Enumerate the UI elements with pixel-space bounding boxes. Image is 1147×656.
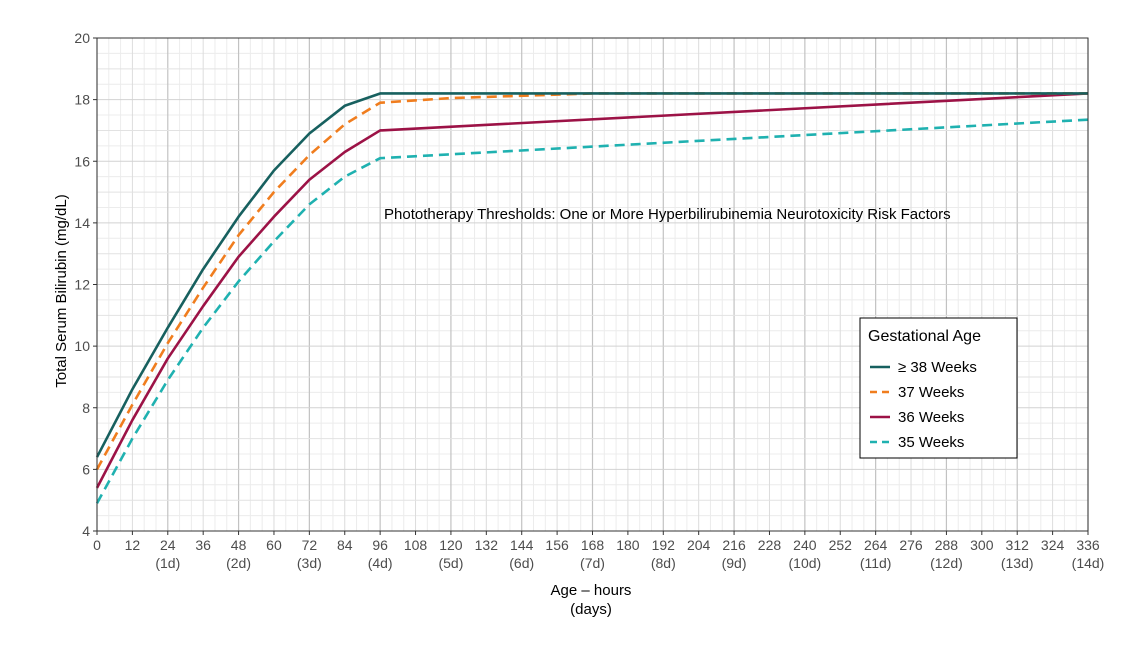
x-day-label: (14d) bbox=[1072, 555, 1105, 571]
x-tick-label: 324 bbox=[1041, 537, 1065, 553]
x-tick-label: 72 bbox=[302, 537, 318, 553]
x-tick-label: 336 bbox=[1076, 537, 1100, 553]
x-tick-label: 240 bbox=[793, 537, 817, 553]
y-tick-label: 10 bbox=[74, 338, 90, 354]
x-tick-label: 24 bbox=[160, 537, 176, 553]
x-tick-label: 96 bbox=[372, 537, 388, 553]
x-day-label: (1d) bbox=[155, 555, 180, 571]
x-tick-label: 204 bbox=[687, 537, 711, 553]
legend-title: Gestational Age bbox=[868, 328, 981, 345]
series-line-0 bbox=[95, 92, 1088, 458]
x-tick-label: 156 bbox=[545, 537, 569, 553]
x-tick-label: 0 bbox=[93, 537, 101, 553]
x-tick-label: 108 bbox=[404, 537, 428, 553]
x-tick-label: 252 bbox=[829, 537, 853, 553]
x-tick-label: 276 bbox=[899, 537, 923, 553]
x-day-label: (10d) bbox=[789, 555, 822, 571]
legend: Gestational Age ≥ 38 Weeks 37 Weeks 36 W… bbox=[859, 317, 1018, 459]
y-tick-label: 14 bbox=[74, 215, 90, 231]
y-tick-label: 20 bbox=[74, 30, 90, 46]
x-tick-label: 168 bbox=[581, 537, 605, 553]
x-tick-label: 48 bbox=[231, 537, 247, 553]
y-tick-label: 4 bbox=[82, 523, 90, 539]
x-tick-label: 300 bbox=[970, 537, 994, 553]
series-line-1 bbox=[95, 92, 1088, 471]
y-tick-label: 8 bbox=[82, 400, 90, 416]
x-tick-label: 192 bbox=[652, 537, 676, 553]
x-tick-label: 60 bbox=[266, 537, 282, 553]
x-tick-label: 12 bbox=[125, 537, 141, 553]
series-lines bbox=[95, 92, 1089, 504]
x-axis-subtitle: (days) bbox=[570, 601, 612, 618]
x-axis-title: Age – hours bbox=[551, 582, 632, 599]
y-tick-label: 18 bbox=[74, 92, 90, 108]
y-tick-label: 6 bbox=[82, 461, 90, 477]
x-tick-label: 288 bbox=[935, 537, 959, 553]
x-day-label: (9d) bbox=[722, 555, 747, 571]
legend-label: ≥ 38 Weeks bbox=[898, 359, 977, 376]
x-tick-label: 264 bbox=[864, 537, 888, 553]
x-day-label: (2d) bbox=[226, 555, 251, 571]
x-tick-label: 312 bbox=[1006, 537, 1030, 553]
x-day-label: (7d) bbox=[580, 555, 605, 571]
y-axis: 4 6 8 10 12 14 16 18 20 bbox=[74, 30, 97, 539]
y-tick-label: 16 bbox=[74, 153, 90, 169]
legend-label: 37 Weeks bbox=[898, 384, 964, 401]
legend-box bbox=[859, 317, 1018, 459]
y-tick-label: 12 bbox=[74, 277, 90, 293]
y-axis-title: Total Serum Bilirubin (mg/dL) bbox=[53, 194, 70, 387]
chart-annotation: Phototherapy Thresholds: One or More Hyp… bbox=[384, 206, 951, 223]
x-tick-label: 132 bbox=[475, 537, 499, 553]
x-day-label: (5d) bbox=[438, 555, 463, 571]
x-day-label: (12d) bbox=[930, 555, 963, 571]
x-tick-label: 120 bbox=[439, 537, 463, 553]
x-tick-label: 144 bbox=[510, 537, 534, 553]
x-day-label: (11d) bbox=[860, 555, 892, 571]
x-day-label: (6d) bbox=[509, 555, 534, 571]
x-tick-label: 228 bbox=[758, 537, 782, 553]
x-day-label: (8d) bbox=[651, 555, 676, 571]
x-day-label: (3d) bbox=[297, 555, 322, 571]
x-tick-label: 36 bbox=[195, 537, 211, 553]
x-axis: 0 12 24 36 48 60 72 84 96 108 120 132 144 156 168 180 19… bbox=[93, 531, 1104, 571]
legend-label: 35 Weeks bbox=[898, 434, 964, 451]
x-day-label: (13d) bbox=[1001, 555, 1034, 571]
series-line-3 bbox=[95, 118, 1089, 504]
x-tick-label: 180 bbox=[616, 537, 640, 553]
series-line-2 bbox=[95, 92, 1089, 489]
legend-items: ≥ 38 Weeks 37 Weeks 36 Weeks 35 Weeks bbox=[870, 359, 977, 451]
x-tick-label: 84 bbox=[337, 537, 353, 553]
x-tick-label: 216 bbox=[722, 537, 746, 553]
legend-label: 36 Weeks bbox=[898, 409, 964, 426]
x-day-label: (4d) bbox=[368, 555, 393, 571]
